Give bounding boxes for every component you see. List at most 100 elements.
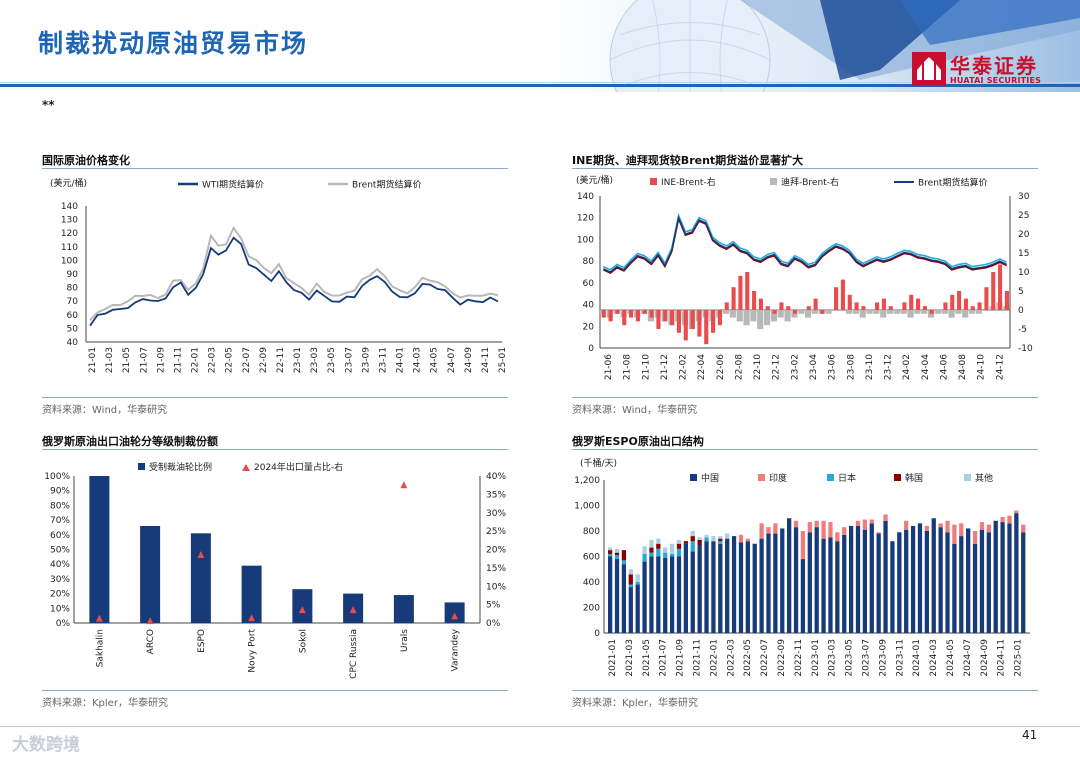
chart4-legend-3-swatch bbox=[894, 474, 901, 481]
chart3-y2tick: 10% bbox=[486, 582, 506, 592]
chart2-bottom-rule bbox=[572, 397, 1038, 398]
chart4-bar-2 bbox=[621, 560, 627, 565]
chart2-xtick: 22-12 bbox=[772, 354, 782, 380]
chart2-ine-bar bbox=[950, 294, 955, 310]
chart4-bar-0 bbox=[814, 527, 819, 633]
chart2-ine-bar bbox=[697, 310, 702, 337]
chart2-ine-bar bbox=[977, 302, 982, 310]
chart1-source: 资料来源：Wind，华泰研究 bbox=[42, 405, 168, 416]
chart4-xtick: 2024-01 bbox=[912, 639, 922, 677]
chart4-xtick: 2022-01 bbox=[709, 639, 719, 677]
chart3-source: 资料来源：Kpler，华泰研究 bbox=[42, 698, 168, 709]
chart2-xtick: 23-12 bbox=[884, 354, 894, 380]
chart4-bar-0 bbox=[993, 520, 998, 633]
chart2-dubai-bar bbox=[736, 310, 743, 322]
chart2-ine-bar bbox=[629, 310, 634, 318]
chart4-bar-3 bbox=[690, 536, 695, 542]
chart2-dubai-bar bbox=[798, 310, 805, 314]
chart2-y2tick: 0 bbox=[1018, 306, 1024, 316]
chart4-legend-4-swatch bbox=[964, 474, 971, 481]
chart2-xtick: 23-08 bbox=[846, 354, 856, 380]
chart1-xtick: 21-09 bbox=[156, 347, 166, 373]
chart2-ine-bar bbox=[847, 294, 852, 310]
chart4-bar-1 bbox=[869, 519, 874, 524]
chart3-share-marker bbox=[400, 481, 408, 489]
chart3-ytick: 100% bbox=[44, 472, 70, 482]
chart2-dubai-bar bbox=[723, 310, 730, 314]
chart4-xtick: 2022-03 bbox=[726, 639, 736, 677]
chart2-ine-bar bbox=[984, 287, 989, 310]
chart1-ytick: 90 bbox=[67, 270, 79, 280]
chart4-bar-1 bbox=[883, 514, 888, 521]
chart4-bar-0 bbox=[663, 557, 668, 633]
chart4-bar-3 bbox=[649, 547, 654, 553]
chart3-legend-share-label: 2024年出口量占比-右 bbox=[254, 461, 343, 473]
chart4-bar-0 bbox=[828, 537, 833, 633]
chart1-ytick: 50 bbox=[67, 324, 79, 334]
chart4-bar-0 bbox=[807, 532, 812, 633]
chart4-bar-1 bbox=[814, 520, 819, 528]
chart4-ytick: 0 bbox=[594, 629, 600, 639]
chart4-bar-0 bbox=[876, 533, 881, 633]
chart3-xtick: CPC Russia bbox=[349, 629, 359, 679]
chart1-ytick: 120 bbox=[61, 229, 78, 239]
chart3-share-marker bbox=[197, 551, 205, 559]
chart4-bar-0 bbox=[917, 523, 923, 633]
chart1-xtick: 23-05 bbox=[327, 347, 337, 373]
chart3-ytick: 80% bbox=[50, 501, 70, 511]
chart4-bar-4 bbox=[669, 543, 675, 554]
chart2-ine-bar bbox=[758, 298, 763, 310]
chart2-ine-bar bbox=[854, 302, 859, 310]
chart4-bar-2 bbox=[718, 541, 723, 544]
chart2-title: INE期货、迪拜现货较Brent期货溢价显著扩大 bbox=[572, 154, 804, 167]
chart3-ytick: 40% bbox=[50, 560, 70, 570]
chart4-bar-1 bbox=[855, 520, 861, 526]
chart4-bar-2 bbox=[649, 552, 654, 557]
chart4-ytick: 1,200 bbox=[574, 476, 600, 486]
chart4-bar-0 bbox=[904, 529, 909, 633]
chart2-y2tick: 5 bbox=[1018, 287, 1024, 297]
chart4-bar-4 bbox=[656, 538, 661, 544]
chart2-series-brent bbox=[603, 215, 1007, 273]
chart2-ine-bar bbox=[922, 306, 927, 310]
chart3-ytick: 20% bbox=[50, 590, 70, 600]
chart1-xtick: 22-09 bbox=[259, 347, 269, 373]
chart2-dubai-bar bbox=[784, 310, 791, 322]
chart3-xtick: Varandey bbox=[451, 628, 461, 671]
chart2-xtick: 24-02 bbox=[902, 354, 912, 380]
chart4-xtick: 2023-03 bbox=[828, 639, 838, 677]
chart3-legend-sanctioned-label: 受制裁油轮比例 bbox=[149, 461, 212, 473]
chart3-bar bbox=[393, 595, 414, 623]
chart4-bar-0 bbox=[787, 518, 792, 633]
chart4-xtick: 2024-11 bbox=[997, 639, 1007, 677]
chart4-bar-0 bbox=[718, 543, 723, 633]
chart1-xtick: 23-09 bbox=[361, 347, 371, 373]
chart3-xtick: Novy Port bbox=[248, 629, 258, 673]
chart4-bar-3 bbox=[718, 538, 723, 542]
chart3-bar bbox=[140, 525, 161, 623]
chart3-y2tick: 15% bbox=[486, 564, 506, 574]
chart2-ytick: 140 bbox=[577, 192, 594, 202]
chart2-legend-brent-label: Brent期货结算价 bbox=[918, 177, 987, 189]
chart1-xtick: 21-01 bbox=[88, 347, 98, 373]
chart1-xtick: 22-07 bbox=[242, 347, 252, 373]
chart4-bar-0 bbox=[711, 541, 716, 633]
chart4-bar-4 bbox=[614, 548, 620, 553]
chart2-dubai-bar bbox=[764, 310, 771, 326]
chart1-xtick: 25-01 bbox=[498, 347, 508, 373]
chart1-xtick: 24-09 bbox=[464, 347, 474, 373]
chart4-bar-1 bbox=[876, 532, 881, 534]
chart2-xtick: 24-08 bbox=[958, 354, 968, 380]
header-decoration bbox=[0, 0, 1080, 92]
chart1-xtick: 23-07 bbox=[344, 347, 354, 373]
chart4-bar-3 bbox=[676, 543, 682, 549]
chart2-ine-bar bbox=[820, 310, 825, 314]
chart2-ine-bar bbox=[998, 264, 1003, 310]
chart4-bar-3 bbox=[614, 552, 620, 556]
chart1-ytick: 40 bbox=[67, 338, 79, 348]
chart3-bar bbox=[190, 533, 211, 623]
chart4-bar-0 bbox=[897, 532, 902, 633]
chart1-ytick: 80 bbox=[67, 284, 79, 294]
chart1-ytick: 100 bbox=[61, 256, 78, 266]
chart2-dubai-bar bbox=[955, 310, 962, 314]
